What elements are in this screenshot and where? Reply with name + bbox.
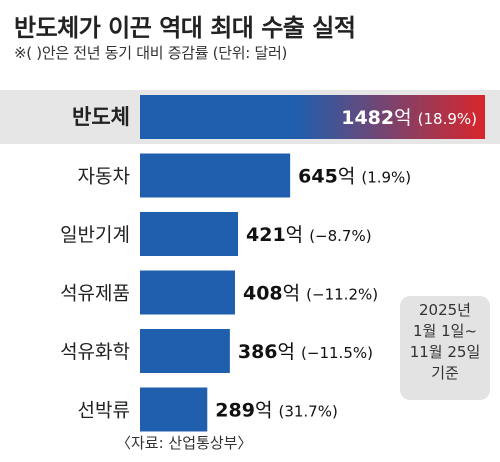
- note-line: 2025년: [419, 301, 471, 319]
- category-label: 자동차: [78, 166, 130, 188]
- value-label: 421억 (−8.7%): [246, 224, 372, 246]
- note-line: 기준: [431, 364, 459, 382]
- bar-2: [140, 212, 239, 256]
- bar-1: [140, 153, 291, 198]
- date-note-box: 2025년 1월 1일~ 11월 25일 기준: [400, 296, 490, 400]
- value-label: 289억 (31.7%): [215, 400, 338, 422]
- category-label: 반도체: [72, 105, 130, 129]
- source-note: 〈자료: 산업통상부〉: [116, 434, 253, 452]
- bar-0: [140, 95, 485, 139]
- chart-subtitle: ※( )안은 전년 동기 대비 증감률 (단위: 달러): [14, 44, 288, 62]
- category-label: 석유제품: [60, 283, 130, 305]
- value-label: 645억 (1.9%): [298, 166, 411, 188]
- bar-4: [140, 329, 230, 373]
- value-label: 1482억 (18.9%): [341, 107, 477, 129]
- note-line: 11월 25일: [409, 343, 481, 361]
- chart-title: 반도체가 이끈 역대 최대 수출 실적: [14, 14, 356, 42]
- note-line: 1월 1일~: [412, 322, 478, 340]
- bar-3: [140, 270, 235, 315]
- value-label: 386억 (−11.5%): [238, 341, 373, 363]
- bar-5: [140, 387, 208, 432]
- value-label: 408억 (−11.2%): [243, 283, 378, 305]
- category-label: 선박류: [78, 400, 130, 422]
- category-label: 일반기계: [60, 224, 130, 246]
- category-label: 석유화학: [60, 341, 130, 363]
